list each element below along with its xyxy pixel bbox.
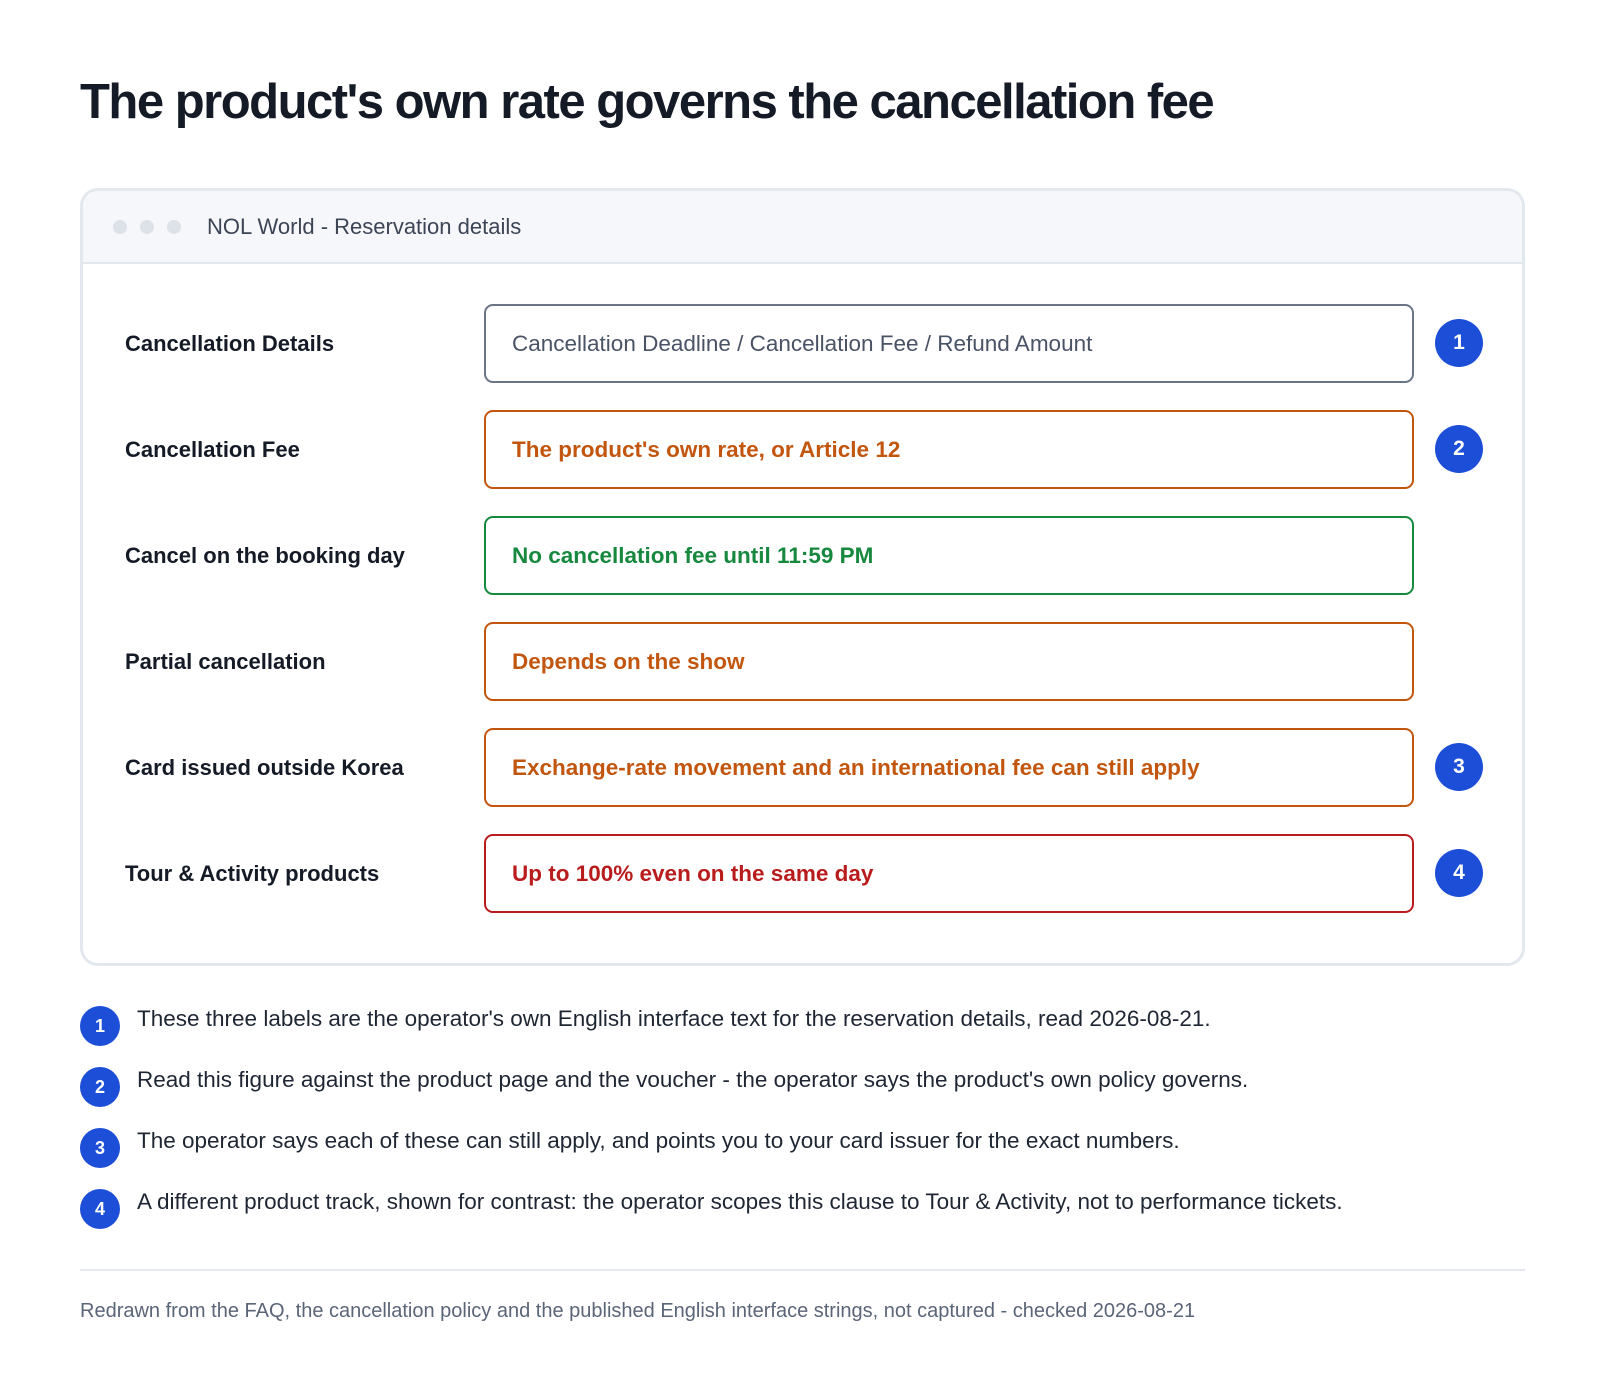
- footnote-text: The operator says each of these can stil…: [137, 1128, 1180, 1153]
- row-value-field: No cancellation fee until 11:59 PM: [484, 516, 1414, 595]
- footnote-text: Read this figure against the product pag…: [137, 1067, 1249, 1092]
- row-value-field: Depends on the show: [484, 622, 1414, 701]
- row-value-field: Cancellation Deadline / Cancellation Fee…: [484, 304, 1414, 383]
- window-minimize-dot[interactable]: [140, 219, 154, 234]
- row-cancel-booking-day: Cancel on the booking day No cancellatio…: [83, 516, 1522, 622]
- footnote-badge: 1: [80, 1006, 120, 1046]
- row-cancellation-fee: Cancellation Fee The product's own rate,…: [83, 410, 1522, 516]
- callout-badge: 3: [1435, 743, 1483, 791]
- footnote-text: A different product track, shown for con…: [137, 1189, 1343, 1214]
- callout-badge: 2: [1435, 425, 1483, 473]
- window-maximize-dot[interactable]: [167, 219, 181, 234]
- callout-badge: 1: [1435, 319, 1483, 367]
- source-footer: Redrawn from the FAQ, the cancellation p…: [80, 1300, 1196, 1322]
- row-cancellation-details: Cancellation Details Cancellation Deadli…: [83, 304, 1522, 410]
- row-label: Cancel on the booking day: [125, 542, 405, 568]
- row-partial-cancellation: Partial cancellation Depends on the show: [83, 622, 1522, 728]
- row-tour-activity: Tour & Activity products Up to 100% even…: [83, 834, 1522, 940]
- footnote-item: 3 The operator says each of these can st…: [80, 1126, 1525, 1187]
- window-controls: [113, 219, 181, 234]
- reservation-window: NOL World - Reservation details Cancella…: [80, 188, 1525, 966]
- row-label: Card issued outside Korea: [125, 754, 404, 780]
- callout-badge: 4: [1435, 849, 1483, 897]
- footer-divider: [80, 1269, 1525, 1271]
- row-label: Partial cancellation: [125, 648, 326, 674]
- footnote-item: 2 Read this figure against the product p…: [80, 1065, 1525, 1126]
- reservation-rows: Cancellation Details Cancellation Deadli…: [83, 264, 1522, 940]
- row-card-outside-korea: Card issued outside Korea Exchange-rate …: [83, 728, 1522, 834]
- footnote-text: These three labels are the operator's ow…: [137, 1006, 1211, 1031]
- window-close-dot[interactable]: [113, 219, 127, 234]
- footnote-badge: 4: [80, 1189, 120, 1229]
- footnote-item: 1 These three labels are the operator's …: [80, 1004, 1525, 1065]
- window-title: NOL World - Reservation details: [207, 213, 522, 239]
- row-value-field: Up to 100% even on the same day: [484, 834, 1414, 913]
- footnote-item: 4 A different product track, shown for c…: [80, 1187, 1525, 1248]
- footnotes-list: 1 These three labels are the operator's …: [80, 1004, 1525, 1248]
- row-label: Cancellation Details: [125, 330, 335, 356]
- window-titlebar: NOL World - Reservation details: [83, 191, 1522, 264]
- footnote-badge: 2: [80, 1067, 120, 1107]
- page-title: The product's own rate governs the cance…: [80, 75, 1215, 129]
- row-value-field: The product's own rate, or Article 12: [484, 410, 1414, 489]
- footnote-badge: 3: [80, 1128, 120, 1168]
- row-value-field: Exchange-rate movement and an internatio…: [484, 728, 1414, 807]
- row-label: Cancellation Fee: [125, 436, 300, 462]
- row-label: Tour & Activity products: [125, 860, 380, 886]
